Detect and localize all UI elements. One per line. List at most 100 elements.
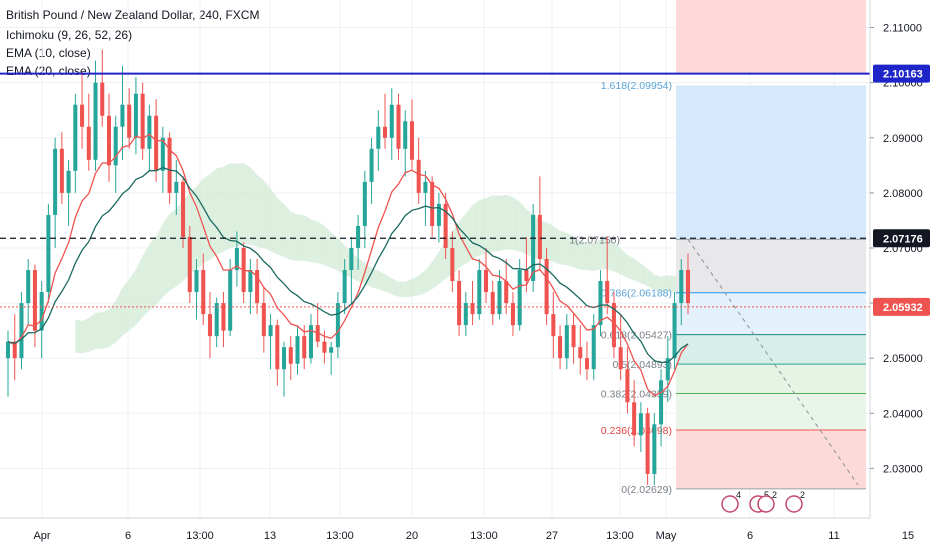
- time-tick-label: 13:00: [326, 530, 354, 542]
- cloud-segment: [290, 211, 298, 261]
- time-tick-label: Apr: [33, 530, 50, 542]
- candle-body: [430, 181, 435, 226]
- candle-body: [133, 93, 138, 138]
- candle-body: [484, 270, 489, 293]
- fib-retracement: 1(2.07156)0.786(2.06188)0.618(2.05427)0.…: [569, 80, 866, 496]
- fib-label: 0.786(2.06188): [601, 288, 672, 300]
- candle-body: [261, 303, 266, 337]
- cloud-segment: [472, 200, 480, 259]
- cloud-segment: [209, 168, 217, 260]
- time-tick-label: 13:00: [470, 530, 498, 542]
- candle-body: [5, 341, 11, 359]
- candle-body: [396, 104, 401, 149]
- candle-body: [174, 181, 179, 193]
- candle-body: [120, 104, 125, 127]
- candle-body: [665, 358, 670, 381]
- candle-body: [214, 303, 219, 337]
- candle-body: [322, 341, 327, 353]
- cloud-segment: [479, 198, 487, 256]
- cloud-segment: [88, 312, 96, 352]
- candle-body: [652, 424, 657, 474]
- candle-body: [228, 270, 233, 331]
- candle-body: [362, 181, 367, 226]
- cloud-segment: [216, 166, 224, 255]
- candle-body: [517, 270, 522, 326]
- cloud-segment: [378, 270, 386, 292]
- cloud-segment: [317, 221, 325, 265]
- candle-body: [46, 214, 51, 293]
- candle-body: [571, 325, 576, 348]
- cloud-segment: [573, 236, 581, 270]
- position-tool: [676, 0, 866, 240]
- candle-body: [248, 270, 253, 293]
- candle-body: [19, 303, 24, 359]
- cloud-segment: [566, 232, 574, 268]
- event-flag-icon: [757, 495, 775, 513]
- candle-body: [544, 259, 549, 315]
- candle-body: [383, 126, 388, 138]
- cloud-segment: [418, 269, 426, 296]
- candle-body: [268, 325, 273, 337]
- cloud-segment: [432, 251, 439, 290]
- candle-body: [356, 225, 361, 248]
- candle-body: [201, 270, 206, 315]
- candle-body: [591, 325, 596, 370]
- candle-body: [160, 137, 165, 171]
- candle-body: [234, 247, 239, 271]
- cloud-segment: [122, 279, 130, 336]
- cloud-segment: [560, 230, 567, 266]
- time-tick-label: 20: [406, 530, 418, 542]
- candle-body: [275, 325, 280, 370]
- price-badge-label: 2.05932: [883, 302, 923, 314]
- cloud-segment: [223, 163, 231, 252]
- time-tick-label: May: [656, 530, 677, 542]
- cloud-segment: [654, 274, 662, 292]
- cloud-segment: [600, 239, 608, 270]
- candle-body: [308, 325, 313, 359]
- legend-ichimoku: Ichimoku (9, 26, 52, 26): [6, 28, 133, 42]
- fib-band: [676, 364, 866, 394]
- legend-ema10: EMA (10, close): [6, 46, 91, 60]
- cloud-segment: [358, 258, 365, 285]
- candle-body: [106, 115, 112, 166]
- time-axis: Apr 6 13:00 13 13:00 20 13:00 27 13:00 May 6 11 15: [33, 530, 914, 542]
- cloud-segment: [613, 243, 621, 275]
- candle-body: [531, 214, 536, 282]
- cloud-segment: [169, 208, 177, 291]
- time-tick-label: 13: [264, 530, 276, 542]
- candle-body: [685, 270, 691, 304]
- cloud-segment: [398, 281, 406, 298]
- candle-body: [524, 270, 529, 282]
- candle-body: [113, 126, 118, 166]
- cloud-segment: [580, 241, 588, 271]
- cloud-segment: [634, 258, 641, 284]
- candle-body: [221, 303, 226, 331]
- cloud-segment: [465, 205, 473, 264]
- candle-body: [632, 402, 637, 436]
- candle-body: [409, 121, 414, 160]
- candle-body: [605, 281, 610, 304]
- cloud-segment: [270, 188, 278, 255]
- candle-body: [329, 347, 334, 353]
- candle-body: [450, 247, 455, 282]
- candle-body: [39, 292, 44, 331]
- candle-body: [551, 314, 556, 337]
- cloud-segment: [230, 163, 237, 249]
- cloud-segment: [438, 240, 446, 285]
- candle-body: [584, 358, 590, 370]
- cloud-segment: [75, 319, 83, 354]
- candle-body: [127, 104, 132, 138]
- candle-body: [537, 214, 542, 259]
- cloud-segment: [385, 274, 392, 295]
- candle-body: [140, 93, 145, 149]
- cloud-segment: [337, 237, 345, 275]
- candle-body: [295, 336, 300, 364]
- candle-body: [73, 104, 78, 171]
- candle-body: [80, 104, 85, 127]
- candle-body: [457, 281, 462, 326]
- candle-body: [618, 347, 623, 370]
- candle-body: [490, 292, 495, 315]
- candle-body: [86, 126, 91, 160]
- candle-body: [672, 303, 677, 359]
